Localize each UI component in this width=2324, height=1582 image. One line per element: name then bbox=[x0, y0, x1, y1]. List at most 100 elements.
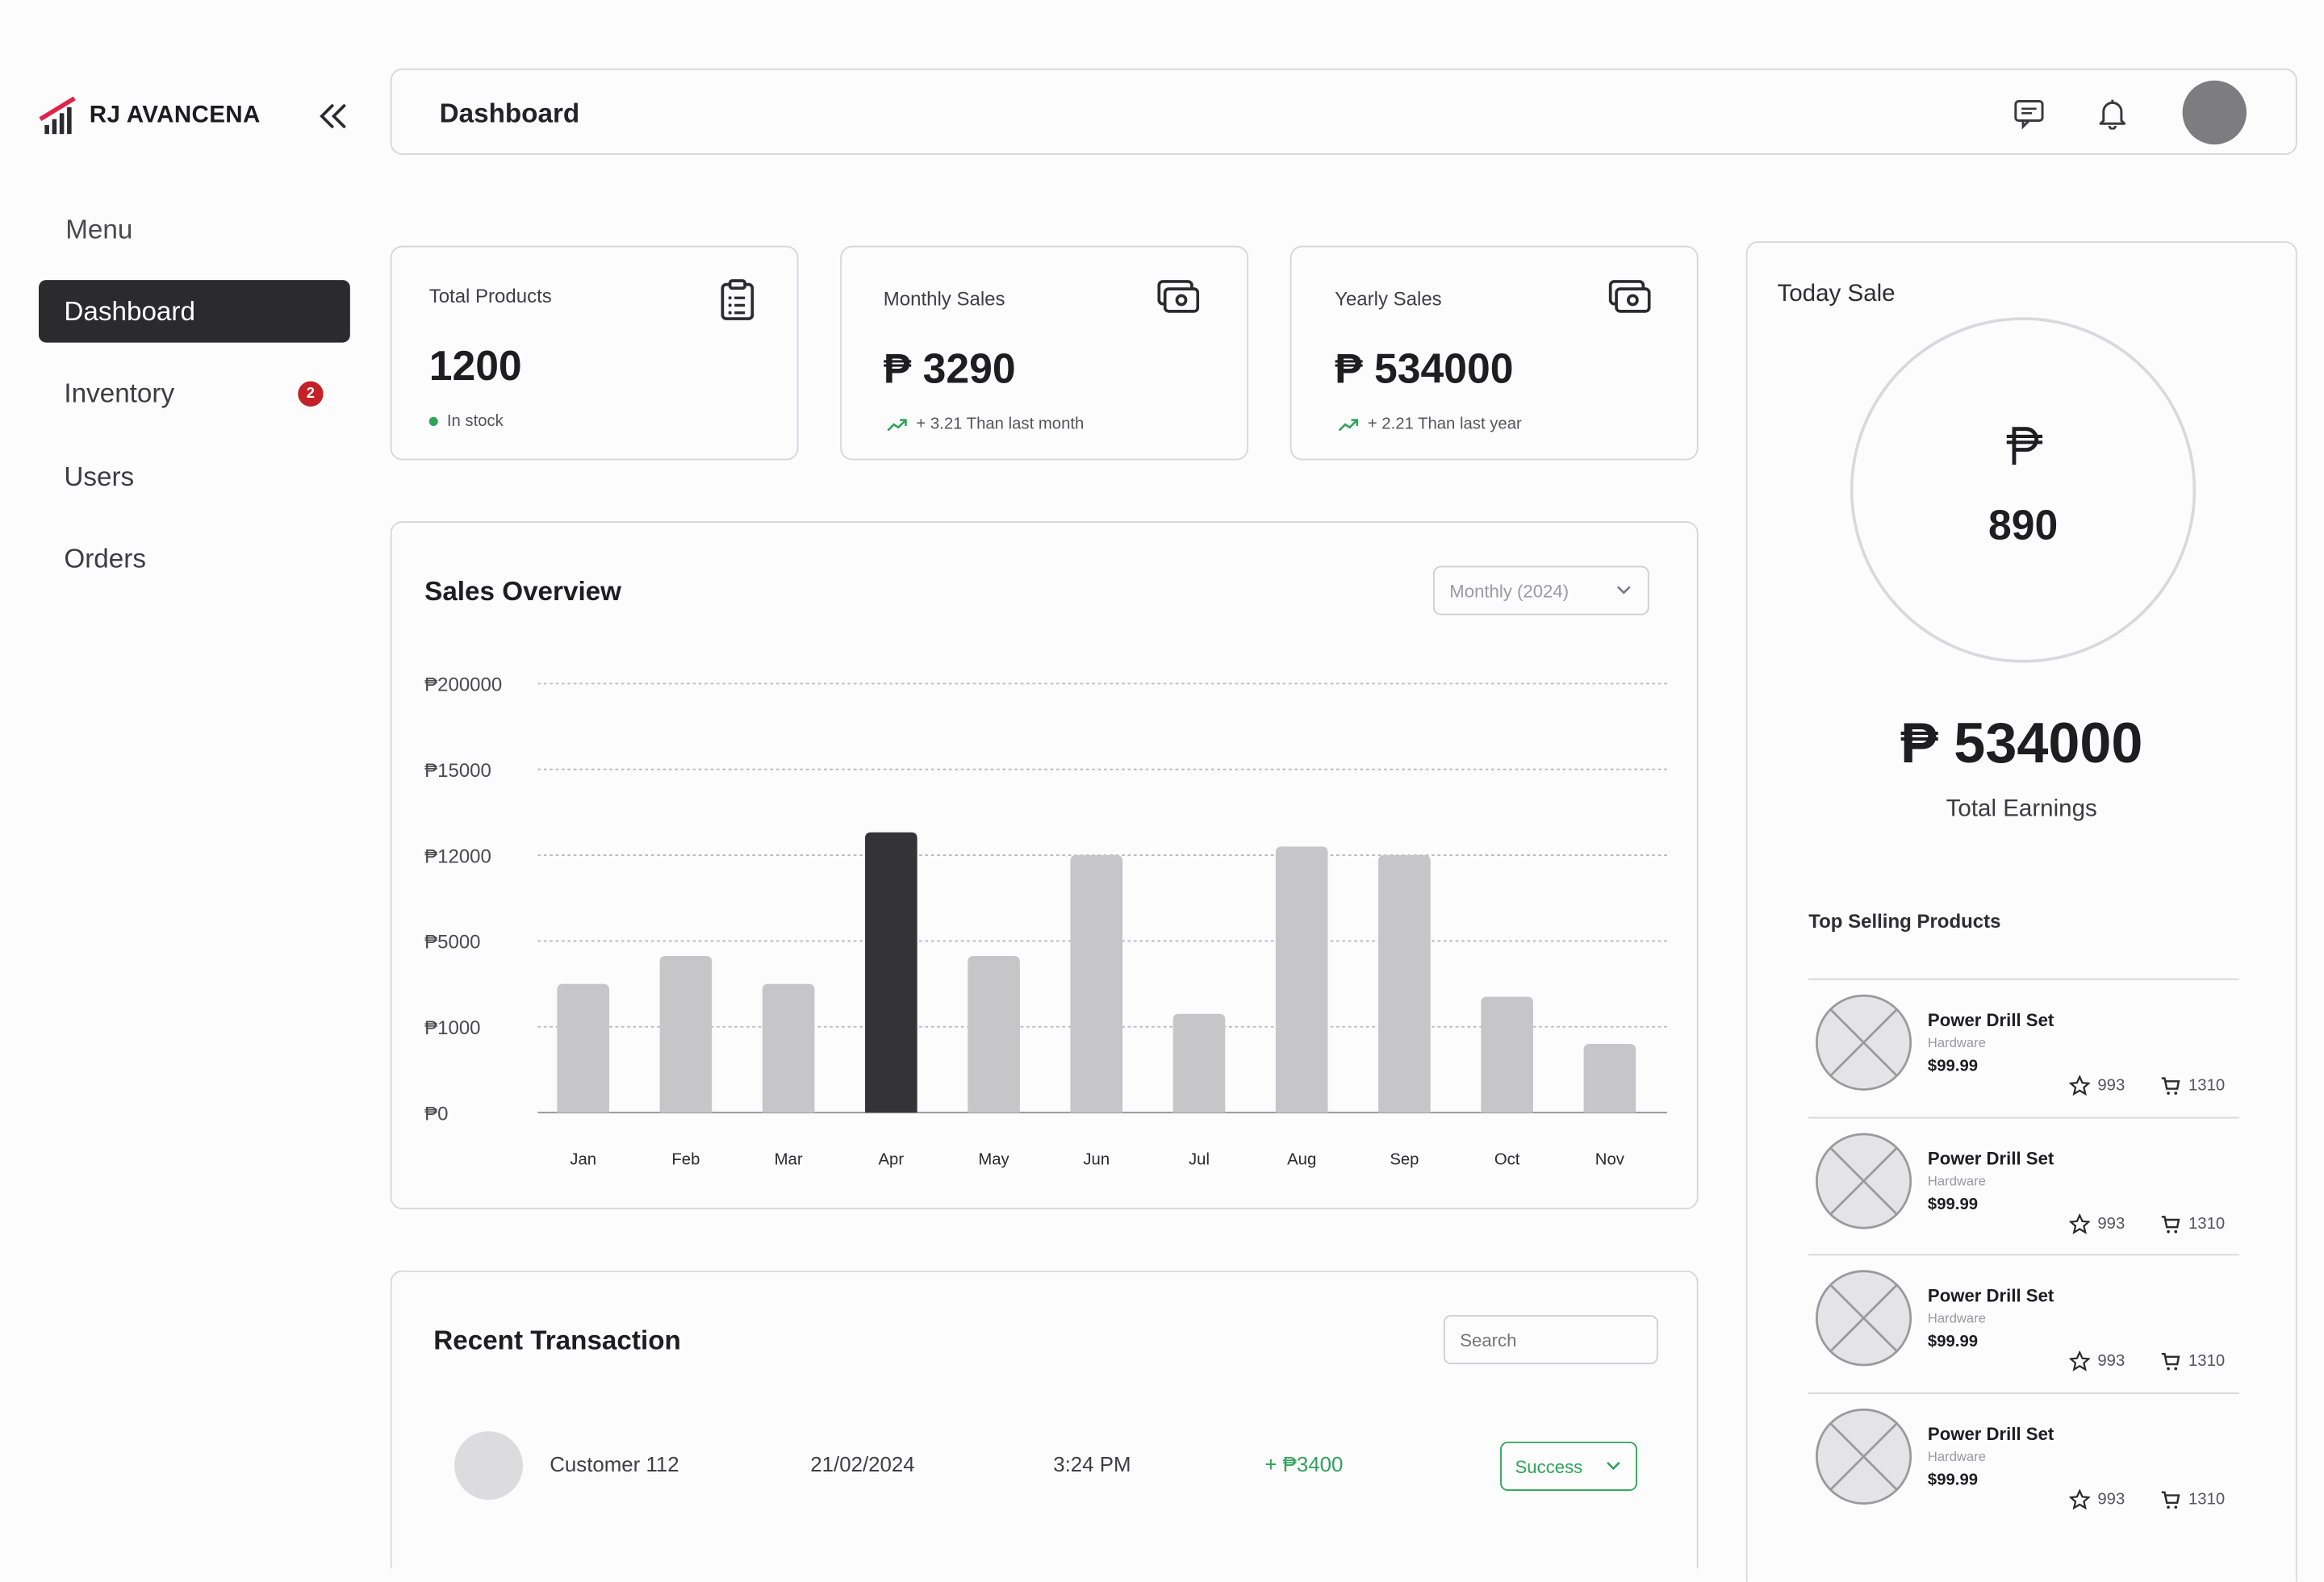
table-row[interactable]: Customer 112 21/02/2024 3:24 PM + ₱3400 … bbox=[451, 1428, 1643, 1502]
sales-overview-title: Sales Overview bbox=[424, 576, 622, 607]
product-sold: 1310 bbox=[2160, 1489, 2225, 1510]
product-rating: 993 bbox=[2069, 1075, 2125, 1096]
sidebar-item-label: Inventory bbox=[64, 378, 175, 408]
recent-transactions-title: Recent Transaction bbox=[433, 1325, 681, 1355]
customer-name: Customer 112 bbox=[550, 1451, 679, 1476]
page-title: Dashboard bbox=[439, 98, 580, 128]
product-image-placeholder-icon bbox=[1815, 1270, 1912, 1367]
in-stock-dot-icon bbox=[428, 416, 438, 426]
sidebar-item-orders[interactable]: Orders bbox=[39, 528, 350, 591]
period-select[interactable]: Monthly (2024) bbox=[1432, 566, 1649, 616]
y-tick-label: ₱200000 bbox=[424, 674, 502, 696]
product-sold: 1310 bbox=[2160, 1213, 2225, 1234]
y-tick-label: ₱1000 bbox=[424, 1017, 480, 1039]
product-sold: 1310 bbox=[2160, 1351, 2225, 1372]
x-tick-label: Apr bbox=[879, 1151, 905, 1169]
sidebar-item-users[interactable]: Users bbox=[39, 445, 350, 508]
y-tick-label: ₱5000 bbox=[424, 932, 480, 954]
cart-icon bbox=[2161, 1215, 2180, 1233]
y-tick-label: ₱15000 bbox=[424, 760, 491, 782]
bar-jun[interactable] bbox=[1070, 855, 1123, 1113]
product-image-placeholder-icon bbox=[1815, 1409, 1912, 1505]
x-tick-label: Nov bbox=[1595, 1151, 1625, 1169]
bar-apr[interactable] bbox=[865, 832, 917, 1113]
bar-may[interactable] bbox=[968, 956, 1020, 1113]
stat-subtext: + 3.21 Than last month bbox=[886, 415, 1084, 433]
star-icon bbox=[2069, 1489, 2091, 1510]
list-item[interactable]: Power Drill Set Hardware $99.99 993 1310 bbox=[1808, 1117, 2239, 1254]
stat-value: 1200 bbox=[428, 342, 522, 389]
x-tick-label: Jun bbox=[1083, 1151, 1110, 1169]
bar-mar[interactable] bbox=[762, 983, 815, 1113]
bar-sep[interactable] bbox=[1378, 855, 1431, 1113]
bell-icon[interactable] bbox=[2096, 97, 2130, 130]
top-header: Dashboard bbox=[390, 68, 2297, 155]
product-name: Power Drill Set bbox=[1927, 1147, 2054, 1169]
product-price: $99.99 bbox=[1927, 1057, 1979, 1075]
sidebar-item-inventory[interactable]: Inventory 2 bbox=[39, 363, 350, 426]
sidebar-nav: Dashboard Inventory 2 Users Orders bbox=[38, 280, 350, 611]
y-tick-label: ₱0 bbox=[424, 1103, 448, 1125]
product-price: $99.99 bbox=[1927, 1471, 1979, 1490]
status-dropdown[interactable]: Success bbox=[1500, 1442, 1637, 1491]
transaction-date: 21/02/2024 bbox=[810, 1451, 915, 1476]
brand-logo[interactable]: RJ AVANCENA bbox=[39, 95, 261, 137]
stat-card-yearly-sales: Yearly Sales ₱ 534000 + 2.21 Than last y… bbox=[1289, 245, 1699, 461]
sales-overview-card: Sales Overview Monthly (2024) ₱0 ₱1000 ₱50… bbox=[390, 521, 1699, 1210]
double-chevron-left-icon bbox=[320, 104, 346, 128]
list-item[interactable]: Power Drill Set Hardware $99.99 993 1310 bbox=[1808, 1392, 2239, 1530]
collapse-sidebar-button[interactable] bbox=[316, 98, 351, 134]
product-name: Power Drill Set bbox=[1927, 1424, 2054, 1445]
today-sale-title: Today Sale bbox=[1777, 281, 1896, 307]
search-input[interactable] bbox=[1443, 1315, 1658, 1365]
menu-title: Menu bbox=[65, 214, 133, 244]
stat-value: ₱ 534000 bbox=[1335, 345, 1514, 392]
bar-jul[interactable] bbox=[1172, 1013, 1226, 1113]
product-price: $99.99 bbox=[1927, 1333, 1979, 1352]
transaction-time: 3:24 PM bbox=[1053, 1451, 1131, 1476]
product-image-placeholder-icon bbox=[1815, 1132, 1912, 1229]
product-category: Hardware bbox=[1927, 1449, 1986, 1464]
list-item[interactable]: Power Drill Set Hardware $99.99 993 1310 bbox=[1808, 1254, 2239, 1392]
product-rating: 993 bbox=[2069, 1351, 2125, 1372]
cart-icon bbox=[2161, 1491, 2180, 1509]
top-selling-list: Power Drill Set Hardware $99.99 993 1310… bbox=[1808, 978, 2239, 1530]
star-icon bbox=[2069, 1351, 2091, 1372]
cart-icon bbox=[2161, 1353, 2180, 1371]
product-price: $99.99 bbox=[1927, 1195, 1979, 1214]
x-tick-label: Jul bbox=[1189, 1151, 1210, 1169]
stat-label: Yearly Sales bbox=[1335, 287, 1442, 310]
bar-aug[interactable] bbox=[1275, 846, 1328, 1113]
product-sold: 1310 bbox=[2160, 1075, 2225, 1096]
product-image-placeholder-icon bbox=[1815, 994, 1912, 1091]
product-category: Hardware bbox=[1927, 1035, 1986, 1050]
top-selling-title: Top Selling Products bbox=[1808, 909, 2001, 933]
trending-up-icon bbox=[887, 419, 907, 432]
sidebar-item-label: Dashboard bbox=[64, 295, 195, 326]
stat-subtext: + 2.21 Than last year bbox=[1338, 415, 1522, 433]
total-earnings-value: ₱ 534000 bbox=[1900, 713, 2143, 776]
stat-card-total-products: Total Products 1200 In stock bbox=[390, 245, 799, 461]
stat-subtext: In stock bbox=[428, 412, 504, 431]
bar-jan[interactable] bbox=[557, 983, 609, 1113]
user-avatar[interactable] bbox=[2182, 80, 2247, 145]
product-category: Hardware bbox=[1927, 1311, 1986, 1326]
list-item[interactable]: Power Drill Set Hardware $99.99 993 1310 bbox=[1808, 978, 2239, 1117]
message-icon[interactable] bbox=[2013, 97, 2046, 130]
x-tick-label: Jan bbox=[570, 1151, 596, 1169]
stat-label: Monthly Sales bbox=[883, 287, 1005, 310]
bar-chart-logo-icon bbox=[39, 96, 76, 135]
star-icon bbox=[2069, 1075, 2091, 1096]
bar-nov[interactable] bbox=[1583, 1044, 1636, 1113]
x-tick-label: Feb bbox=[671, 1151, 700, 1169]
product-name: Power Drill Set bbox=[1927, 1285, 2054, 1307]
bar-feb[interactable] bbox=[659, 956, 713, 1113]
sidebar-item-dashboard[interactable]: Dashboard bbox=[38, 280, 350, 343]
bar-oct[interactable] bbox=[1481, 996, 1533, 1113]
cart-icon bbox=[2161, 1077, 2180, 1095]
peso-icon bbox=[2006, 427, 2043, 465]
sales-bar-chart: ₱0 ₱1000 ₱5000 ₱12000 ₱15000 ₱200000 Jan Feb Mar… bbox=[424, 674, 1667, 1169]
y-tick-label: ₱12000 bbox=[424, 845, 491, 867]
x-tick-label: Sep bbox=[1390, 1151, 1419, 1169]
x-tick-label: Mar bbox=[775, 1151, 803, 1169]
